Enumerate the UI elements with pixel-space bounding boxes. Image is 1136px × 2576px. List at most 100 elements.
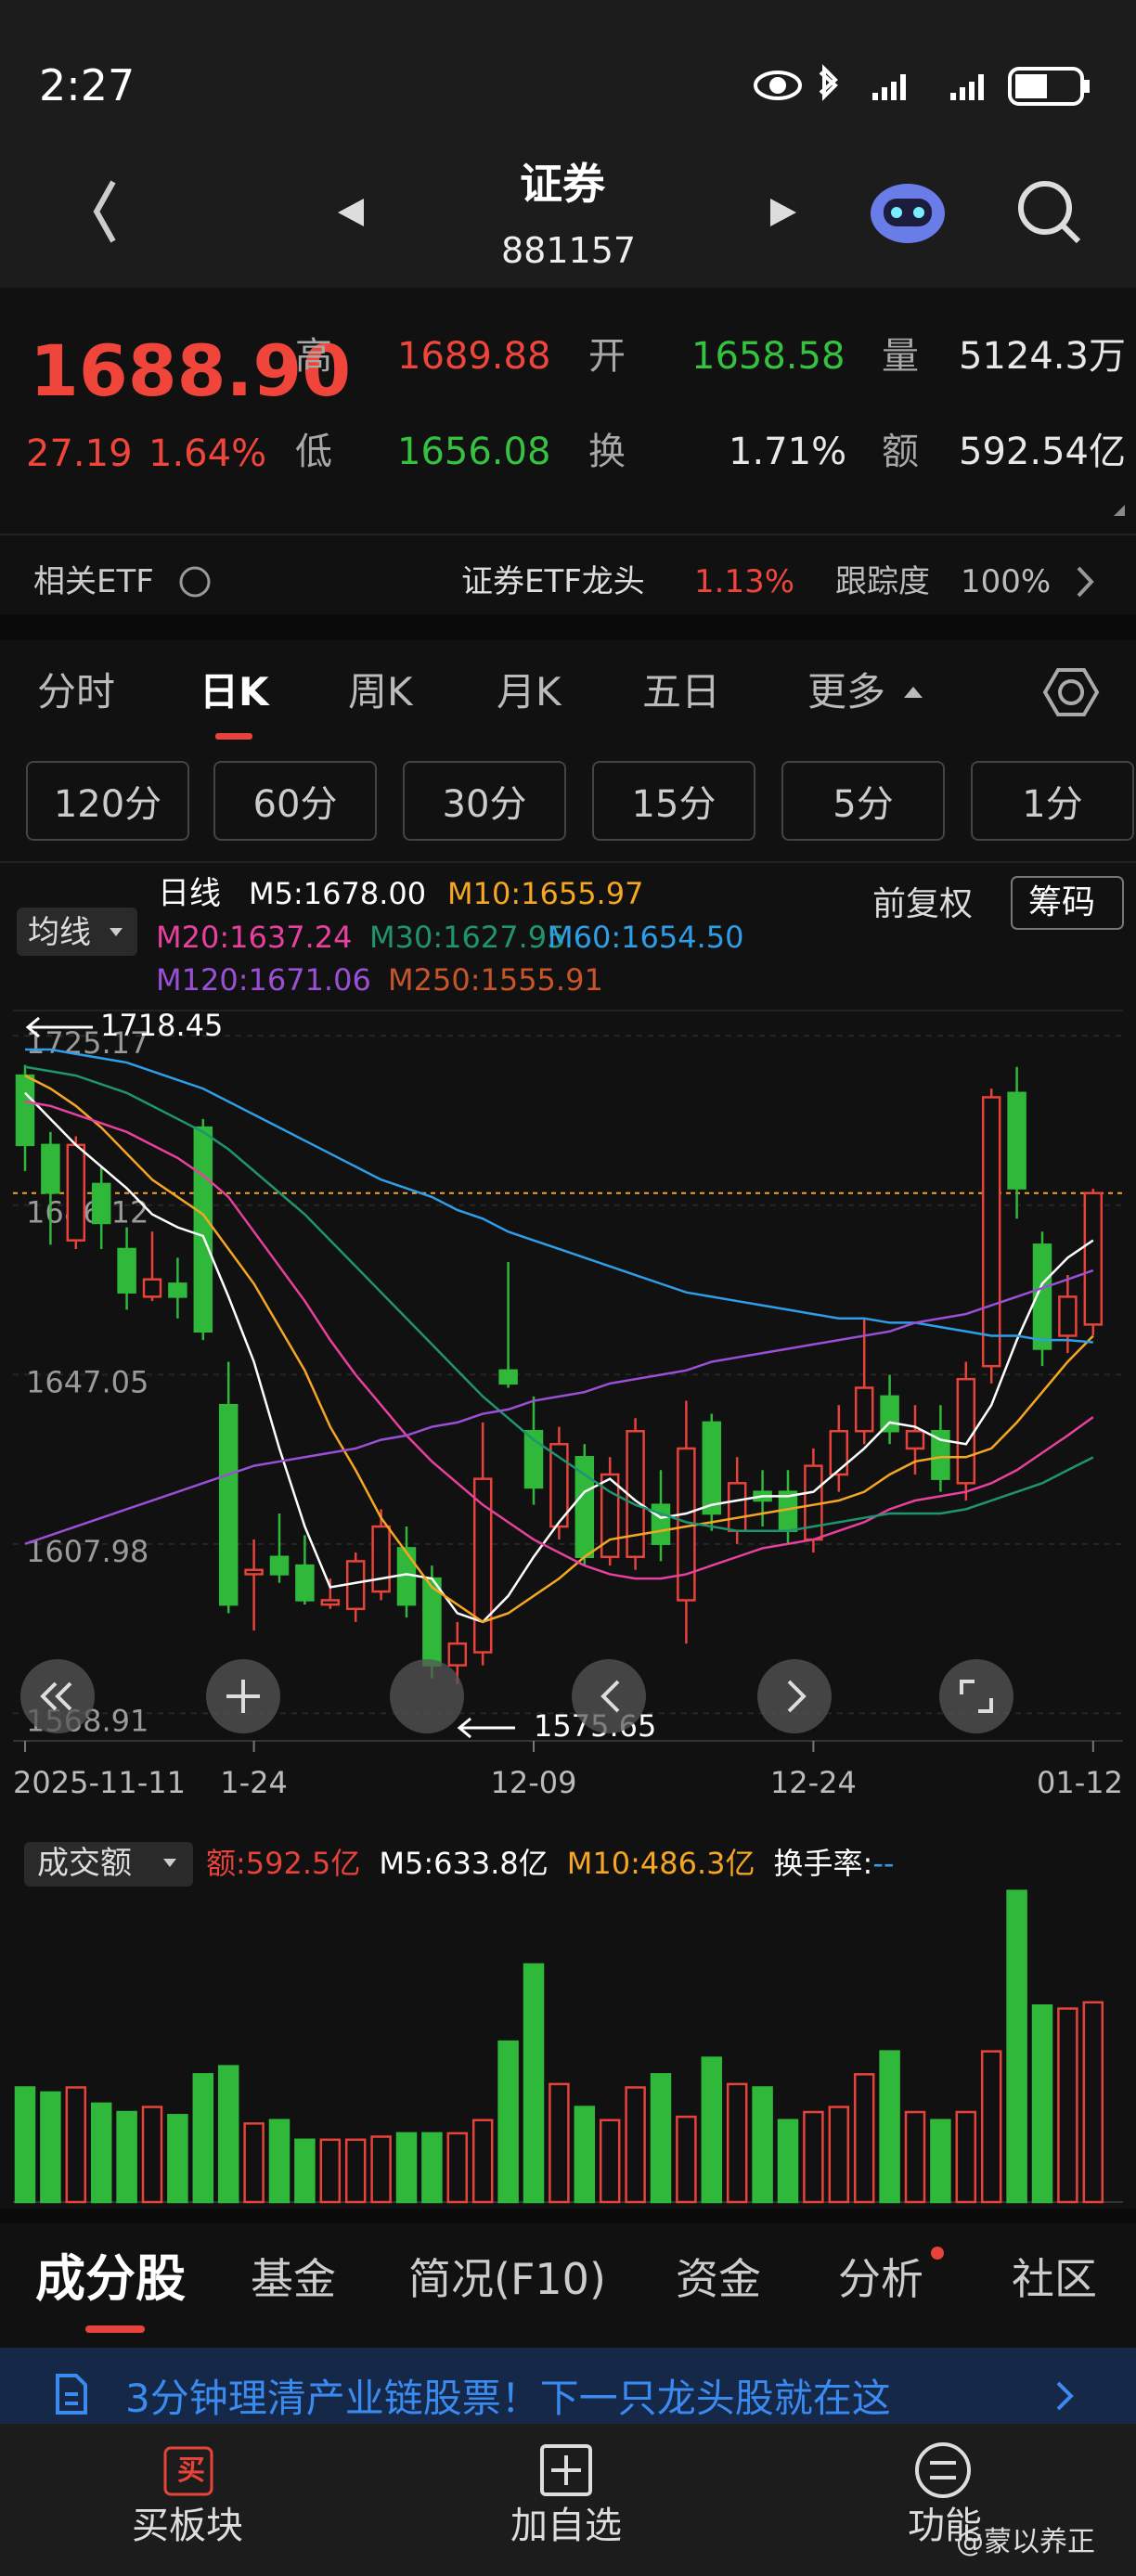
interval-button[interactable]: 5分 xyxy=(781,761,945,841)
indicator-name[interactable]: 均线 xyxy=(28,914,91,951)
extreme-arrows xyxy=(25,1016,515,1739)
dropdown-arrow xyxy=(110,928,123,936)
ma-legend: M250:1555.91 xyxy=(388,962,603,998)
nav-label[interactable]: 买板块 xyxy=(132,2505,243,2547)
candle-body xyxy=(880,1395,899,1433)
indicator-select[interactable] xyxy=(17,908,137,956)
volume-bar xyxy=(701,2056,723,2204)
etf-pct: 1.13% xyxy=(694,563,795,600)
tab[interactable]: 五日 xyxy=(642,669,721,715)
tab[interactable]: 月K xyxy=(497,669,562,715)
interval-button[interactable]: 15分 xyxy=(592,761,755,841)
prev-button[interactable] xyxy=(338,199,364,226)
volume-bar xyxy=(930,2119,951,2204)
indicator-name[interactable]: 成交额 xyxy=(37,1845,132,1882)
indicator-select[interactable] xyxy=(24,1842,193,1887)
candle-body xyxy=(295,1564,315,1602)
adjust-button[interactable]: 前复权 xyxy=(872,885,974,923)
banner-text[interactable]: 3分钟理清产业链股票！下一只龙头股就在这 xyxy=(125,2376,891,2421)
ma-legend: M5:1678.00 xyxy=(249,876,427,911)
volume-bar xyxy=(650,2073,672,2204)
ma-line xyxy=(24,1074,1094,1624)
candle-body xyxy=(320,1599,341,1606)
tab[interactable]: 分时 xyxy=(37,669,116,715)
candle-body xyxy=(142,1278,162,1298)
bottom-tab[interactable]: 社区 xyxy=(1012,2254,1097,2304)
chip-label[interactable]: 筹码 xyxy=(1028,883,1096,921)
bottom-tab[interactable]: 简况(F10) xyxy=(408,2254,606,2304)
candle-body xyxy=(523,1429,544,1489)
tab[interactable]: 日K xyxy=(200,669,269,715)
volume-legend: M10:486.3亿 xyxy=(566,1846,755,1881)
candle-body xyxy=(1058,1295,1078,1337)
volume-bar xyxy=(676,2115,697,2204)
next-button[interactable] xyxy=(770,199,796,226)
tab-underline xyxy=(215,733,252,740)
candle-body xyxy=(66,1143,86,1242)
bottom-tab[interactable]: 资金 xyxy=(676,2254,761,2304)
stock-title: 证券 xyxy=(520,159,605,209)
x-tick-label: 12-09 xyxy=(491,1765,577,1800)
tab[interactable]: 更多 xyxy=(807,669,886,715)
price: 1688.90 xyxy=(30,329,352,412)
settings-button[interactable] xyxy=(1042,668,1100,716)
candle-body xyxy=(41,1143,60,1194)
x-tick-label: 12-24 xyxy=(770,1765,857,1800)
bottom-tab[interactable]: 分析 xyxy=(838,2254,923,2304)
field-value: 1.71% xyxy=(729,431,847,473)
candle-body xyxy=(956,1377,976,1485)
volume-bar xyxy=(217,2065,239,2204)
volume-bar xyxy=(40,2091,61,2204)
interval-button[interactable]: 120分 xyxy=(26,761,189,841)
interval-button[interactable]: 30分 xyxy=(403,761,566,841)
nav-label[interactable]: 功能 xyxy=(908,2505,982,2547)
nav-label[interactable]: 加自选 xyxy=(510,2505,622,2547)
volume-bar xyxy=(471,2119,494,2204)
volume-bar xyxy=(294,2138,316,2204)
candle-body xyxy=(117,1247,136,1294)
volume-bar xyxy=(421,2132,443,2204)
candle-body xyxy=(829,1429,849,1476)
change: 27.19 xyxy=(26,432,133,475)
volume-bar xyxy=(1006,1889,1027,2204)
candle-body xyxy=(371,1525,391,1593)
max-label: 1718.45 xyxy=(100,1008,223,1043)
assistant-icon[interactable] xyxy=(871,184,945,243)
bottom-tab[interactable]: 成分股 xyxy=(35,2249,186,2308)
volume-legend: 换手率: xyxy=(773,1846,873,1881)
search-button[interactable] xyxy=(1018,181,1081,244)
field-label: 额 xyxy=(882,431,919,473)
volume-bar xyxy=(625,2086,646,2204)
bottom-tab[interactable]: 基金 xyxy=(251,2254,336,2304)
ma-legend: M120:1671.06 xyxy=(156,962,371,998)
field-label: 量 xyxy=(882,335,919,378)
tab[interactable]: 周K xyxy=(348,669,413,715)
track-value: 100% xyxy=(961,563,1052,600)
field-label: 高 xyxy=(295,335,332,378)
volume-legend: M5:633.8亿 xyxy=(379,1846,549,1881)
candle-body xyxy=(1032,1243,1052,1350)
y-tick-label: 1607.98 xyxy=(26,1534,148,1569)
ma-legend: M60:1654.50 xyxy=(548,920,744,955)
etf-label: 相关ETF xyxy=(33,563,154,600)
volume-bar xyxy=(65,2086,87,2204)
chip-button[interactable] xyxy=(1011,876,1124,930)
interval-button[interactable]: 1分 xyxy=(971,761,1134,841)
back-button[interactable] xyxy=(93,180,116,243)
etf-name[interactable]: 证券ETF龙头 xyxy=(461,563,645,600)
corner-mark xyxy=(1114,505,1125,516)
volume-bar xyxy=(344,2138,367,2204)
volume-bar xyxy=(523,1963,545,2204)
ma-line xyxy=(24,1100,1094,1580)
volume-bar xyxy=(116,2110,137,2204)
y-tick-label: 1686.12 xyxy=(26,1195,148,1230)
volume-bar xyxy=(268,2119,290,2204)
interval-button[interactable]: 60分 xyxy=(213,761,377,841)
volume-bar xyxy=(828,2106,850,2204)
volume-bar xyxy=(243,2122,265,2204)
chart-controls[interactable] xyxy=(20,1659,1013,1733)
volume-bar xyxy=(1031,2003,1053,2204)
field-value: 1689.88 xyxy=(397,335,551,378)
ma-legend: M30:1627.95 xyxy=(369,920,566,955)
ma-legend: M20:1637.24 xyxy=(156,920,353,955)
